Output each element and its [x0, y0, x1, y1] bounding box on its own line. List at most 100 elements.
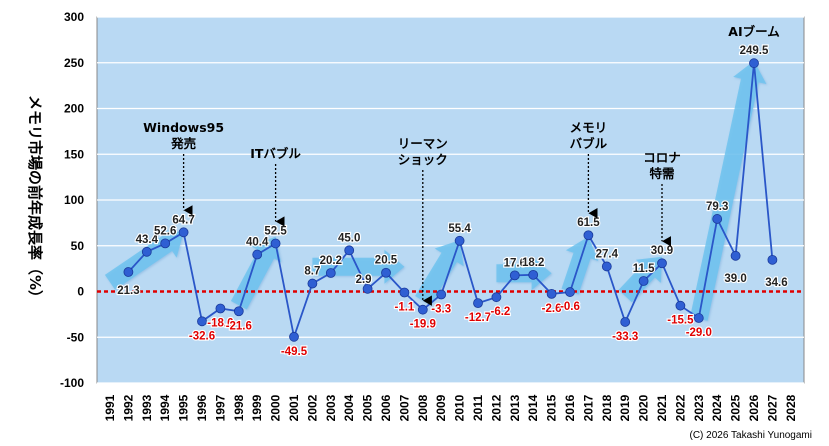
trend-arrow	[312, 249, 405, 284]
x-tick-label: 2006	[379, 394, 393, 421]
data-point	[289, 331, 299, 342]
y-axis-label: メモリ市場の前年成長率（%）	[26, 95, 44, 305]
data-point	[307, 278, 318, 289]
data-point	[491, 292, 502, 303]
gridlines	[97, 16, 804, 384]
data-point	[270, 238, 281, 249]
x-tick-label: 1996	[195, 394, 209, 421]
data-point	[583, 230, 594, 241]
x-tick-label: 2002	[305, 394, 319, 421]
data-label: -12.7	[465, 312, 491, 324]
data-label: 17.6	[504, 257, 526, 269]
x-tick-label: 2010	[453, 394, 467, 421]
data-point	[233, 306, 244, 317]
x-axis-ticks: 1991 1992 1993 1994 1995 1996 1997 1998 1999 2000…	[103, 394, 798, 421]
annotation-text: リーマン	[398, 136, 448, 151]
x-tick-label: 2014	[526, 394, 540, 421]
annotation-text: バブル	[570, 136, 608, 151]
data-label: -29.0	[686, 327, 712, 339]
data-point	[215, 303, 226, 314]
annotation-text: ショック	[398, 152, 448, 167]
data-point	[454, 235, 465, 246]
x-tick-label: 1991	[103, 394, 117, 421]
data-point	[730, 250, 741, 261]
data-point	[197, 316, 207, 327]
data-point	[141, 246, 152, 257]
x-tick-label: 2001	[287, 394, 301, 421]
trend-arrow	[415, 240, 464, 306]
trend-arrow	[561, 236, 599, 295]
data-point	[767, 254, 778, 265]
data-point	[436, 289, 447, 300]
data-label: 20.5	[375, 255, 398, 267]
y-tick-label: 200	[64, 102, 84, 116]
x-tick-label: 1998	[232, 394, 246, 421]
data-label: -0.6	[560, 301, 580, 313]
x-tick-label: 2022	[673, 394, 687, 421]
x-tick-label: 2003	[324, 394, 338, 421]
trend-arrow	[230, 236, 282, 310]
x-tick-label: 1999	[250, 394, 264, 421]
data-label: 249.5	[740, 45, 769, 57]
data-label: 2.9	[356, 274, 372, 286]
y-axis-ticks: -100 -50 0 50 100 150 200 250 300	[60, 10, 84, 390]
data-labels: 21.3 43.452.664.7 -32.6-18.6-21.6 40.452.5 -…	[116, 44, 789, 359]
data-label: 8.7	[304, 266, 320, 278]
data-point	[675, 300, 686, 311]
data-point	[473, 298, 483, 309]
x-tick-label: 2005	[361, 394, 375, 421]
annotation-text: Windows95	[143, 120, 224, 135]
x-tick-label: 1993	[140, 394, 154, 421]
data-label: 61.5	[577, 217, 600, 229]
data-label: -15.5	[667, 315, 694, 327]
y-tick-label: 250	[64, 56, 84, 70]
data-label: -18.6	[207, 318, 233, 330]
data-point	[620, 317, 631, 327]
data-label: -1.1	[394, 302, 414, 314]
data-label: -2.6	[542, 303, 562, 315]
y-tick-label: 150	[64, 147, 84, 161]
annotation-text: ITバブル	[250, 146, 301, 161]
x-tick-label: 1997	[213, 394, 227, 421]
data-point	[178, 227, 189, 238]
data-point	[325, 268, 336, 278]
x-tick-label: 2018	[600, 394, 614, 421]
x-tick-label: 1992	[121, 394, 135, 421]
x-tick-label: 2021	[655, 394, 669, 421]
data-point	[601, 261, 612, 272]
x-tick-label: 2026	[747, 394, 761, 421]
data-point	[657, 258, 667, 269]
x-tick-label: 1994	[158, 394, 172, 421]
x-tick-label: 2000	[269, 394, 283, 421]
data-point	[399, 287, 410, 298]
annotation-text: AIブーム	[728, 24, 780, 39]
x-tick-label: 2020	[637, 394, 651, 421]
data-label: 79.3	[706, 201, 728, 213]
y-tick-label: 50	[71, 239, 85, 253]
x-tick-label: 2013	[508, 394, 522, 421]
data-label: 40.4	[246, 237, 269, 249]
x-tick-label: 2024	[710, 394, 724, 421]
data-markers	[123, 58, 778, 342]
data-label: 52.5	[264, 225, 287, 237]
x-tick-label: 2012	[489, 394, 503, 421]
data-point	[528, 269, 539, 280]
y-tick-label: 100	[64, 193, 84, 207]
data-label: -19.9	[410, 319, 436, 331]
data-point	[160, 238, 171, 249]
x-tick-label: 2017	[581, 394, 595, 421]
data-point	[565, 287, 575, 297]
x-tick-label: 2011	[471, 395, 485, 421]
data-point	[344, 245, 355, 256]
x-tick-label: 2016	[563, 394, 577, 421]
data-label: -3.3	[431, 304, 451, 316]
copyright: (C) 2026 Takashi Yunogami	[690, 430, 813, 441]
data-label: 64.7	[172, 214, 194, 226]
data-label: 21.3	[117, 285, 139, 297]
annotation-text: 特需	[649, 166, 674, 181]
data-label: 43.4	[136, 234, 159, 246]
data-point	[749, 58, 759, 69]
data-point	[712, 214, 723, 224]
data-point	[252, 249, 263, 260]
